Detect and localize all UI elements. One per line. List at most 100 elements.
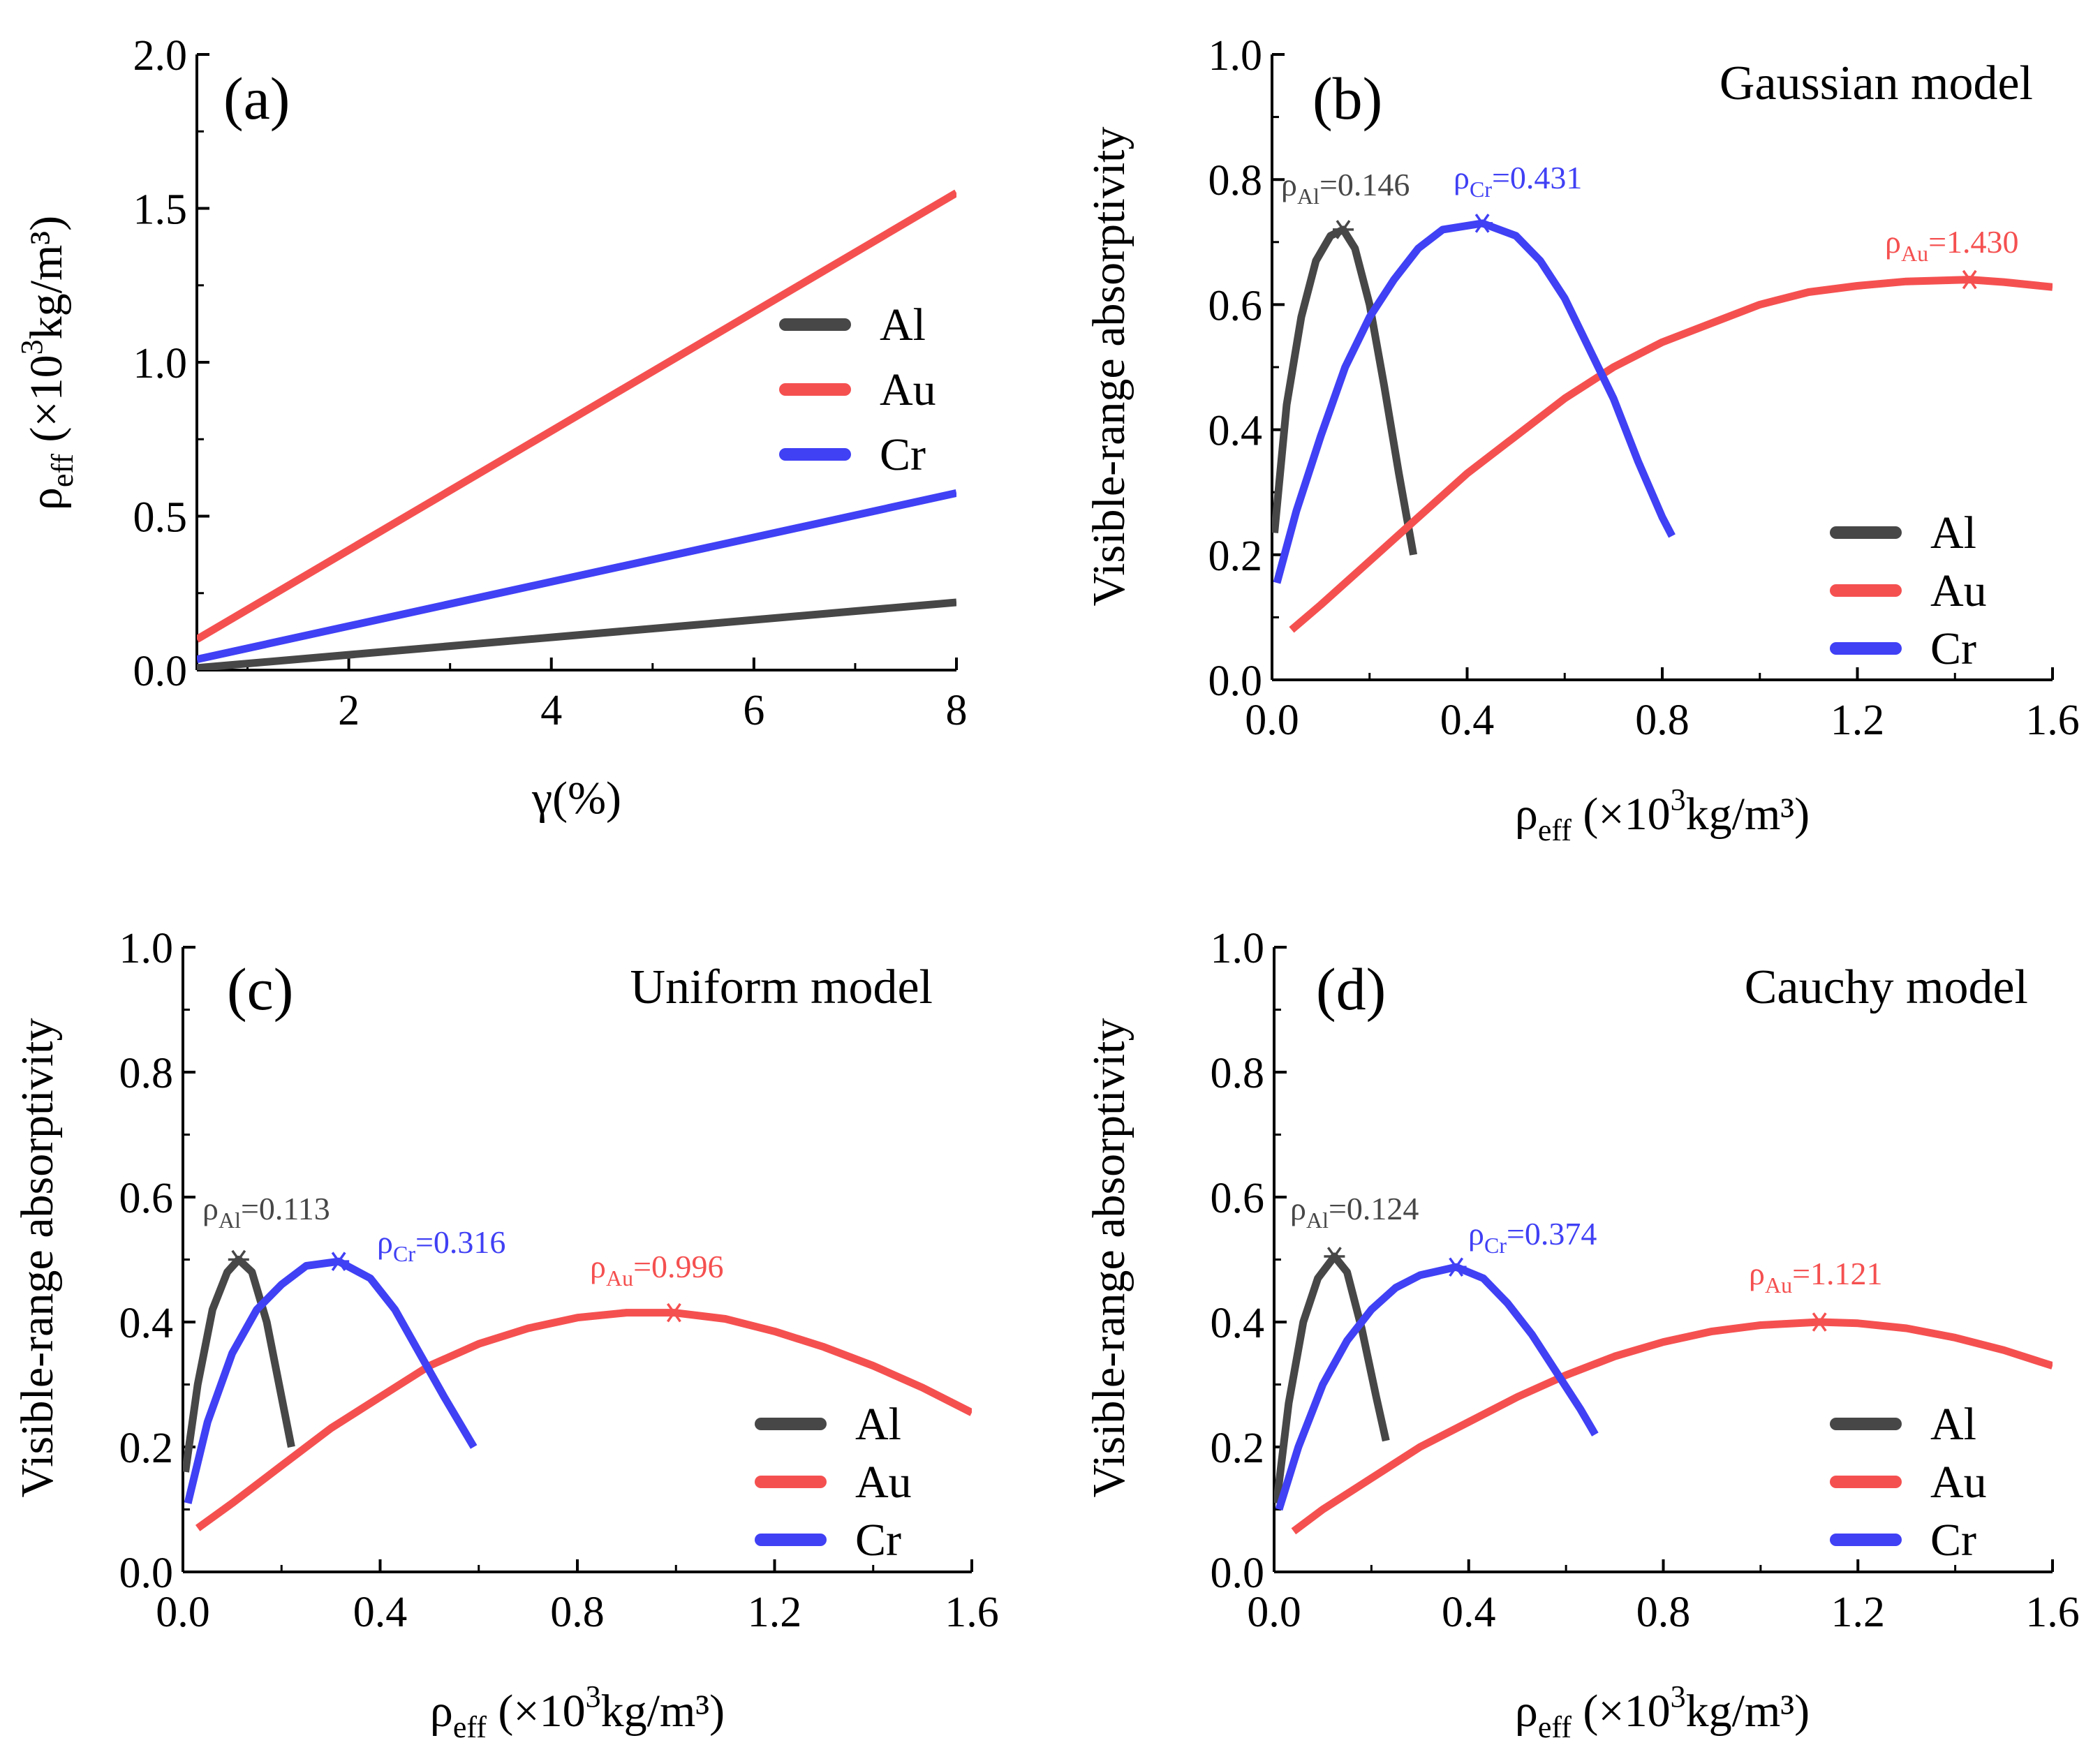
y-tick-label: 0.6 <box>1211 1175 1265 1222</box>
y-tick-label: 2.0 <box>133 32 188 80</box>
x-tick-label: 1.2 <box>748 1589 802 1636</box>
annotation-symbol: ρ <box>590 1249 606 1284</box>
annotation-equals: = <box>633 1249 651 1284</box>
series-line-cr <box>1273 219 1676 584</box>
annotation-subscript: Au <box>1901 241 1928 266</box>
annotation-value: 0.431 <box>1510 160 1583 195</box>
annotation-equals: = <box>415 1224 434 1260</box>
x-tick-label: 6 <box>743 687 764 734</box>
annotation-equals: = <box>1792 1256 1810 1291</box>
peak-annotation-au: ρAu=1.121 <box>1749 1256 1883 1298</box>
legend-label-au: Au <box>1930 1457 1987 1508</box>
annotation-subscript: Al <box>1306 1208 1329 1233</box>
annotation-value: 1.430 <box>1946 224 2019 260</box>
legend: Al Au Cr <box>1830 1399 1987 1566</box>
annotation-equals: = <box>1507 1216 1525 1252</box>
x-tick-label: 0.8 <box>1636 1589 1691 1636</box>
legend: Al Au Cr <box>1830 507 1987 674</box>
x-tick-label: 1.2 <box>1831 1589 1886 1636</box>
marker-stroke <box>1326 1247 1342 1266</box>
peak-marker-al <box>1324 1247 1345 1266</box>
y-tick-label: 1.0 <box>1211 925 1265 972</box>
annotation-symbol: ρ <box>202 1191 219 1226</box>
x-tick-label: 1.2 <box>1831 697 1885 744</box>
axis-label-superscript: 3 <box>1671 1679 1686 1714</box>
axis-label-superscript: 3 <box>586 1679 601 1714</box>
series-line-cr <box>1275 1263 1599 1511</box>
legend-label-cr: Cr <box>880 429 926 480</box>
x-tick-label: 1.6 <box>2025 697 2080 744</box>
annotation-equals: = <box>1492 160 1510 195</box>
series-line-au <box>195 1309 972 1531</box>
axis-label-multiplier: (×10 <box>1572 1686 1671 1737</box>
axis-label-unit: kg/m³) <box>21 216 72 339</box>
peak-annotation-al: ρAl=0.124 <box>1290 1191 1419 1233</box>
axis-label-unit: kg/m³) <box>1686 1686 1810 1737</box>
peak-annotation-al: ρAl=0.113 <box>202 1191 330 1233</box>
axis-label-multiplier: (×10 <box>487 1686 586 1737</box>
x-tick-label: 0.4 <box>1442 1589 1496 1636</box>
x-tick-label: 4 <box>540 687 562 734</box>
marker-stroke <box>1962 269 1977 290</box>
panel-label: (b) <box>1312 65 1382 132</box>
axis-label-subscript: eff <box>453 1710 487 1744</box>
panel-title: Gaussian model <box>1720 57 2033 110</box>
x-tick-label: 8 <box>946 687 968 734</box>
annotation-symbol: ρ <box>1468 1216 1484 1252</box>
annotation-symbol: ρ <box>1454 160 1470 195</box>
peak-annotation-au: ρAu=0.996 <box>590 1249 724 1291</box>
y-tick-label: 0.2 <box>119 1425 174 1472</box>
y-tick-label: 0.8 <box>119 1050 174 1097</box>
series-line-au <box>1289 276 2053 633</box>
series-line-al <box>197 598 956 670</box>
annotation-value: 1.121 <box>1810 1256 1883 1291</box>
y-tick-label: 1.0 <box>133 340 188 387</box>
annotation-value: 0.124 <box>1347 1191 1419 1226</box>
annotation-subscript: Cr <box>1470 177 1492 202</box>
legend-label-al: Al <box>1930 507 1976 558</box>
x-tick-label: 0.8 <box>550 1589 605 1636</box>
x-tick-label: 1.6 <box>945 1589 999 1636</box>
y-tick-label: 0.0 <box>1211 1550 1265 1597</box>
x-tick-label: 0.4 <box>1440 697 1495 744</box>
y-tick-label: 0.6 <box>119 1175 174 1222</box>
axis-label-superscript: 3 <box>1671 782 1686 817</box>
axis-label-symbol: ρ <box>1515 1686 1538 1737</box>
x-axis-title: ρeff (×103kg/m³) <box>430 1679 725 1744</box>
axis-label-symbol: ρ <box>21 487 72 510</box>
peak-annotation-au: ρAu=1.430 <box>1885 224 2019 266</box>
x-tick-label: 2 <box>338 687 360 734</box>
x-axis-title: ρeff (×103kg/m³) <box>1515 782 1810 847</box>
y-tick-label: 1.0 <box>1208 32 1263 80</box>
y-axis-title: ρeff (×103kg/m³) <box>15 216 80 510</box>
panel-label: (c) <box>227 956 293 1023</box>
marker-stroke <box>1449 1257 1464 1277</box>
marker-stroke <box>666 1302 681 1323</box>
axis-label-symbol: ρ <box>1515 789 1538 840</box>
peak-annotation-cr: ρCr=0.374 <box>1468 1216 1597 1258</box>
annotation-symbol: ρ <box>377 1224 393 1260</box>
annotation-equals: = <box>241 1191 259 1226</box>
x-axis-title: ρeff (×103kg/m³) <box>1515 1679 1810 1744</box>
marker-stroke <box>1474 214 1490 233</box>
axis-label-unit: kg/m³) <box>601 1686 725 1737</box>
legend-label-al: Al <box>880 299 926 350</box>
y-tick-label: 1.0 <box>119 925 174 972</box>
y-tick-label: 0.4 <box>1211 1300 1265 1347</box>
marker-stroke <box>1336 220 1351 239</box>
x-tick-label: 1.6 <box>2025 1589 2080 1636</box>
axis-label-multiplier: (×10 <box>1572 789 1671 840</box>
annotation-symbol: ρ <box>1290 1191 1306 1226</box>
y-tick-label: 0.5 <box>133 494 188 542</box>
axis-label-unit: kg/m³) <box>1686 789 1810 840</box>
panel-title: Cauchy model <box>1745 960 2028 1014</box>
annotation-value: 0.996 <box>651 1249 724 1284</box>
y-tick-label: 0.2 <box>1211 1425 1265 1472</box>
peak-marker-al <box>228 1249 249 1270</box>
x-axis-title: γ(%) <box>531 773 621 824</box>
marker-stroke <box>331 1252 346 1271</box>
legend-label-cr: Cr <box>1930 623 1976 674</box>
annotation-subscript: Al <box>219 1208 241 1233</box>
series-line-au <box>1291 1318 2053 1535</box>
y-tick-label: 1.5 <box>133 186 188 234</box>
